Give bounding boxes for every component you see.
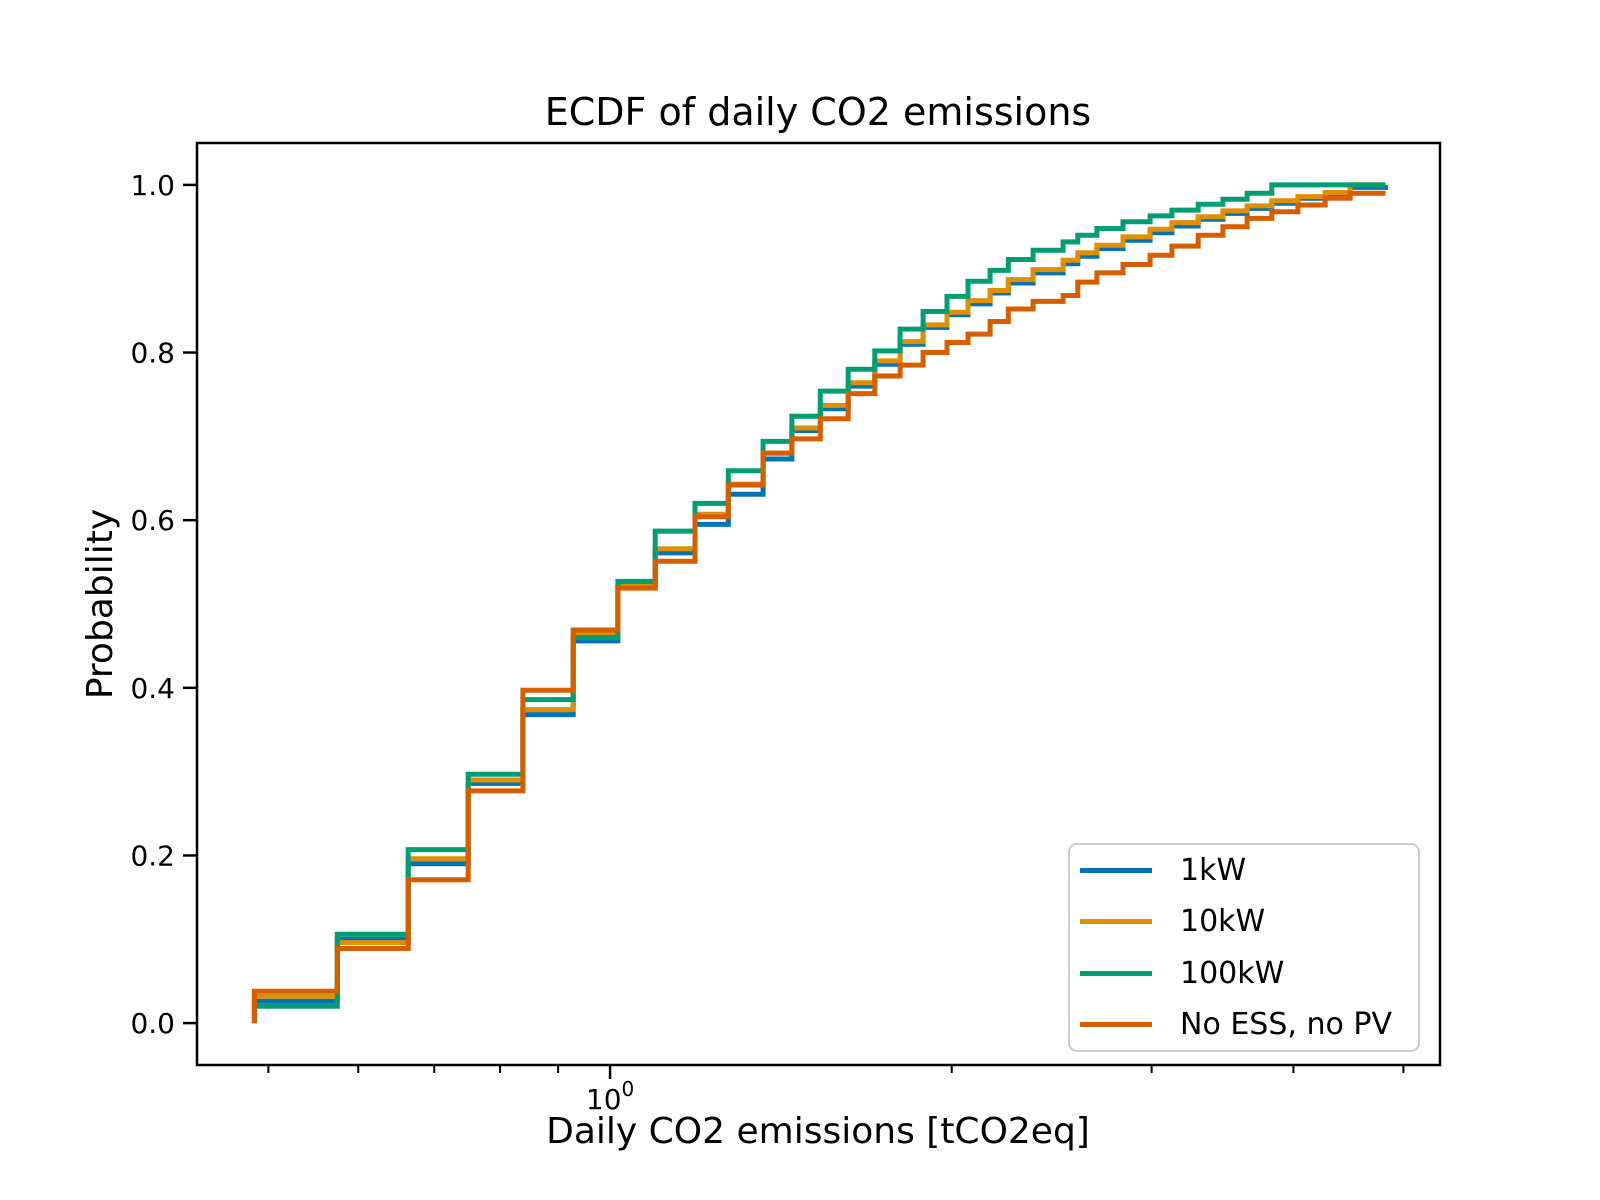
y-tick-label: 0.6 (130, 504, 175, 537)
chart-title: ECDF of daily CO2 emissions (545, 90, 1091, 134)
y-tick-label: 1.0 (130, 169, 175, 202)
legend-item-no-ess-no-pv: No ESS, no PV (1070, 1001, 1418, 1047)
x-tick-label: 100 (586, 1077, 634, 1116)
y-tick-label: 0.8 (130, 337, 175, 370)
plot-frame (195, 141, 1442, 1067)
legend-line-swatch (1080, 1021, 1152, 1027)
legend-label: 100kW (1180, 955, 1285, 991)
legend-label: 1kW (1180, 853, 1247, 889)
legend-item-1kw: 1kW (1070, 848, 1418, 894)
legend-line-swatch (1080, 970, 1152, 976)
ecdf-line-no-ess-no-pv (251, 190, 1386, 1024)
y-axis-label: Probability (80, 509, 121, 699)
y-tick-label: 0.4 (130, 672, 175, 705)
y-tick-label: 0.2 (130, 839, 175, 872)
legend-line-swatch (1080, 919, 1152, 925)
legend-item-100kw: 100kW (1070, 950, 1418, 996)
axes-layer: 0.0 0.2 0.4 0.6 0.8 1.0 100 (130, 141, 1442, 1116)
ecdf-line-100kw (251, 182, 1386, 1024)
series-layer (251, 182, 1388, 1024)
y-tick-label: 0.0 (130, 1007, 175, 1040)
legend-label: No ESS, no PV (1180, 1006, 1392, 1042)
legend-label: 10kW (1180, 904, 1266, 940)
legend-line-swatch (1080, 868, 1152, 874)
legend-item-10kw: 10kW (1070, 899, 1418, 945)
legend: 1kW 10kW 100kW No ESS, no PV (1068, 843, 1420, 1052)
x-axis-label: Daily CO2 emissions [tCO2eq] (546, 1111, 1090, 1152)
